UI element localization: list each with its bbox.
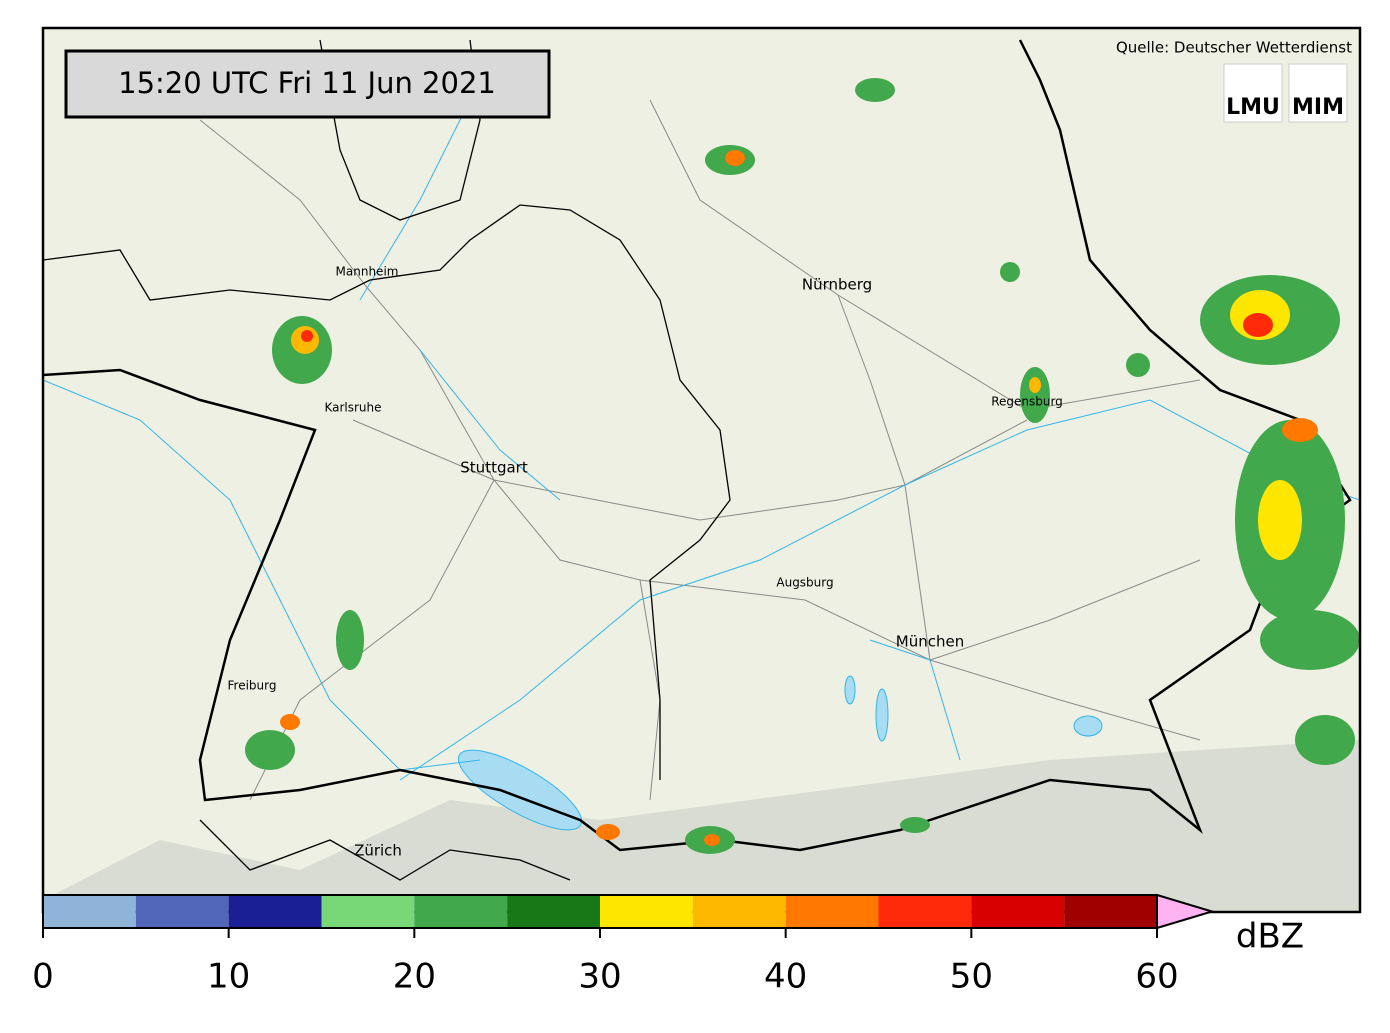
- colorbar-segment: [414, 895, 508, 928]
- colorbar-segment: [507, 895, 600, 928]
- echo: [725, 150, 745, 166]
- colorbar-tick-label: 60: [1135, 957, 1178, 997]
- colorbar-segment: [1064, 895, 1157, 928]
- echo: [245, 730, 295, 770]
- colorbar-segment: [228, 895, 322, 928]
- echo: [1000, 262, 1020, 282]
- echo: [1260, 610, 1360, 670]
- echo: [855, 78, 895, 102]
- colorbar: 0 10 20 30 40 50 60: [32, 893, 1216, 997]
- city-label: Nürnberg: [802, 276, 872, 294]
- colorbar-tick-label: 40: [764, 957, 807, 997]
- colorbar-segment: [321, 895, 415, 928]
- colorbar-segment: [43, 895, 136, 928]
- echo: [1029, 377, 1041, 393]
- echo: [596, 824, 620, 840]
- map: Mannheim Nürnberg Karlsruhe Stuttgart Re…: [43, 28, 1360, 912]
- lake: [844, 675, 856, 705]
- colorbar-label: dBZ: [1236, 917, 1304, 957]
- city-label: Karlsruhe: [324, 401, 381, 415]
- echo: [1243, 313, 1273, 337]
- logo: [1223, 63, 1283, 123]
- city-label: Zürich: [354, 842, 402, 860]
- colorbar-segment: [692, 895, 786, 928]
- city-label: Regensburg: [991, 395, 1063, 409]
- timestamp: 15:20 UTC Fri 11 Jun 2021: [118, 66, 496, 100]
- lake: [1073, 715, 1103, 737]
- colorbar-segment: [878, 895, 972, 928]
- borders: [43, 39, 1352, 881]
- colorbar-tick-label: 20: [393, 957, 436, 997]
- colorbar-segment: [971, 895, 1065, 928]
- lake: [875, 688, 889, 742]
- colorbar-segment: [785, 895, 879, 928]
- echo: [1126, 353, 1150, 377]
- colorbar-tick-label: 10: [207, 957, 250, 997]
- echo: [1295, 715, 1355, 765]
- city-label: Stuttgart: [460, 459, 528, 477]
- colorbar-tick-label: 50: [950, 957, 993, 997]
- logo: [1288, 63, 1348, 123]
- echo: [900, 817, 930, 833]
- logo-text: MIM: [1292, 95, 1344, 120]
- echo: [1020, 367, 1050, 423]
- timestamp-box: [64, 49, 551, 119]
- echo: [336, 610, 364, 670]
- city-label: Freiburg: [228, 679, 277, 693]
- source: Quelle: Deutscher Wetterdienst: [1116, 39, 1352, 57]
- colorbar-segment: [600, 895, 693, 928]
- city-label: Augsburg: [776, 576, 833, 590]
- city-label: Mannheim: [336, 265, 399, 279]
- radar-echoes: [245, 78, 1360, 854]
- echo: [1258, 480, 1302, 560]
- colorbar-tick-label: 0: [32, 957, 54, 997]
- colorbar-segment: [135, 895, 229, 928]
- logo-text: LMU: [1226, 95, 1280, 120]
- alps-relief: [43, 740, 1360, 912]
- echo: [280, 714, 300, 730]
- echo: [301, 330, 313, 342]
- echo: [704, 834, 720, 846]
- echo: [1282, 418, 1318, 442]
- city-label: München: [896, 633, 964, 651]
- city-labels: Mannheim Nürnberg Karlsruhe Stuttgart Re…: [228, 265, 1063, 860]
- colorbar-tick-label: 30: [578, 957, 621, 997]
